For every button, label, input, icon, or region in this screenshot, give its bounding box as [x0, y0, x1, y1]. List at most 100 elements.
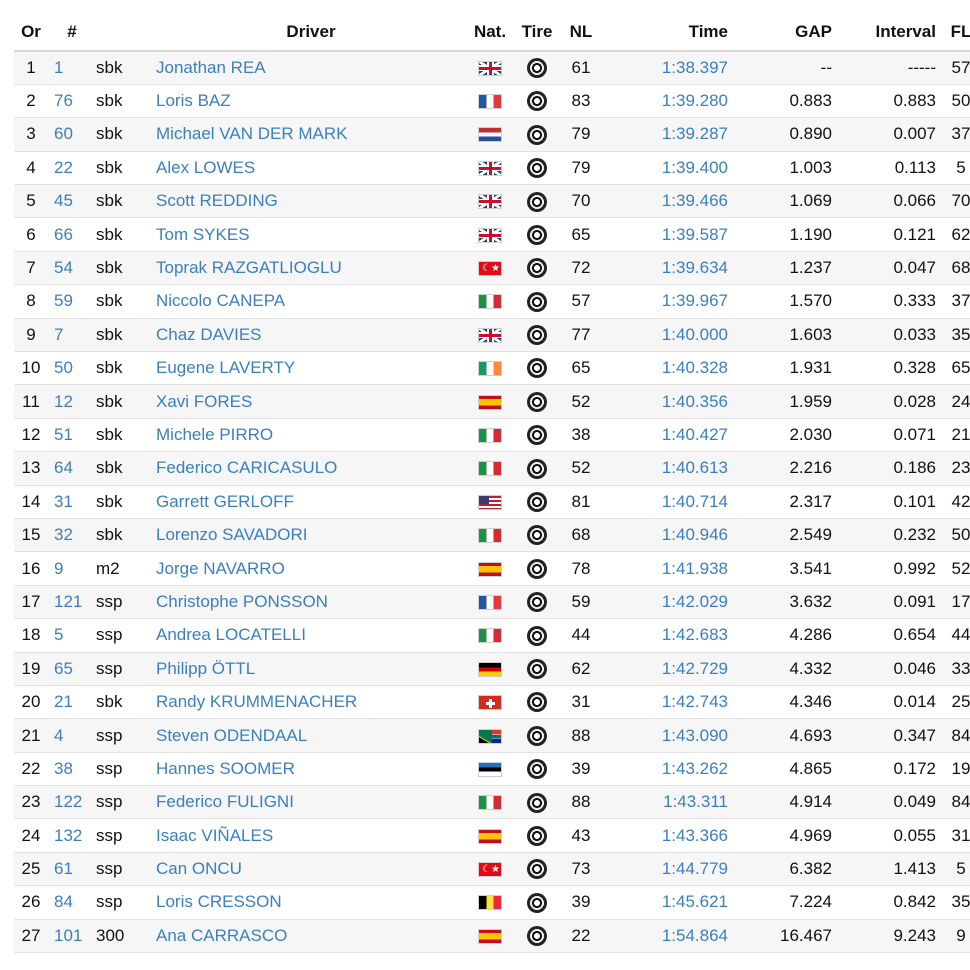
col-header-fastest-lap[interactable]: FL	[944, 14, 970, 52]
col-header-tire[interactable]: Tire	[514, 14, 560, 52]
lap-time-link[interactable]: 1:43.090	[661, 725, 728, 745]
lap-time-link[interactable]: 1:54.864	[661, 925, 728, 945]
rider-number-link[interactable]: 50	[54, 358, 73, 378]
rider-number-link[interactable]: 5	[54, 625, 64, 645]
lap-time-link[interactable]: 1:43.311	[663, 792, 728, 812]
lap-time-link[interactable]: 1:43.366	[661, 825, 728, 845]
lap-time-link[interactable]: 1:42.029	[661, 591, 728, 611]
lap-time-link[interactable]: 1:40.356	[661, 391, 728, 411]
rider-number-link[interactable]: 54	[54, 258, 73, 278]
col-header-or[interactable]: Or	[14, 14, 48, 52]
lap-time-link[interactable]: 1:41.938	[661, 558, 728, 578]
lap-time-link[interactable]: 1:40.328	[661, 358, 728, 378]
driver-name-link[interactable]: Loris CRESSON	[156, 892, 282, 912]
lap-time-link[interactable]: 1:40.427	[661, 424, 728, 444]
tire-icon	[527, 191, 547, 212]
driver-name-link[interactable]: Can ONCU	[156, 859, 242, 879]
rider-number-link[interactable]: 121	[54, 591, 83, 611]
rider-number-link[interactable]: 1	[54, 57, 64, 77]
rider-number-link[interactable]: 66	[54, 224, 73, 244]
class-cell: ssp	[96, 591, 123, 611]
rider-number-link[interactable]: 84	[54, 892, 73, 912]
rider-number-link[interactable]: 60	[54, 124, 73, 144]
driver-name-link[interactable]: Philipp ÖTTL	[156, 658, 256, 678]
driver-name-link[interactable]: Alex LOWES	[156, 157, 256, 177]
col-header-driver[interactable]: Driver	[156, 14, 466, 52]
driver-name-link[interactable]: Christophe PONSSON	[156, 591, 328, 611]
rider-number-link[interactable]: 64	[54, 458, 73, 478]
driver-name-link[interactable]: Chaz DAVIES	[156, 324, 262, 344]
lap-time-link[interactable]: 1:44.779	[661, 859, 728, 879]
driver-name-link[interactable]: Loris BAZ	[156, 91, 231, 111]
driver-name-link[interactable]: Hannes SOOMER	[156, 758, 295, 778]
rider-number-link[interactable]: 31	[54, 491, 73, 511]
lap-time-link[interactable]: 1:42.743	[661, 692, 728, 712]
lap-time-link[interactable]: 1:43.262	[661, 758, 728, 778]
driver-name-link[interactable]: Federico CARICASULO	[156, 458, 338, 478]
driver-name-link[interactable]: Toprak RAZGATLIOGLU	[156, 258, 342, 278]
rider-number-link[interactable]: 22	[54, 157, 73, 177]
rider-number-link[interactable]: 7	[54, 324, 64, 344]
col-header-number[interactable]: #	[48, 14, 96, 52]
driver-name-link[interactable]: Niccolo CANEPA	[156, 291, 286, 311]
rider-number-link[interactable]: 132	[54, 825, 83, 845]
driver-name-link[interactable]: Jonathan REA	[156, 57, 266, 77]
position-cell: 21	[21, 725, 41, 745]
lap-time-link[interactable]: 1:39.587	[661, 224, 728, 244]
rider-number-link[interactable]: 38	[54, 758, 73, 778]
lap-time-link[interactable]: 1:42.729	[661, 658, 728, 678]
fastest-lap-cell: 33	[951, 658, 970, 678]
rider-number-link[interactable]: 65	[54, 658, 73, 678]
driver-name-link[interactable]: Ana CARRASCO	[156, 925, 288, 945]
lap-time-link[interactable]: 1:40.946	[661, 525, 728, 545]
driver-name-link[interactable]: Eugene LAVERTY	[156, 358, 296, 378]
lap-time-link[interactable]: 1:39.287	[661, 124, 728, 144]
driver-name-link[interactable]: Isaac VIÑALES	[156, 825, 274, 845]
rider-number-link[interactable]: 51	[54, 424, 73, 444]
lap-time-link[interactable]: 1:39.400	[661, 157, 728, 177]
driver-name-link[interactable]: Andrea LOCATELLI	[156, 625, 306, 645]
driver-name-link[interactable]: Michael VAN DER MARK	[156, 124, 348, 144]
rider-number-link[interactable]: 4	[54, 725, 64, 745]
rider-number-link[interactable]: 9	[54, 558, 64, 578]
rider-number-link[interactable]: 59	[54, 291, 73, 311]
lap-time-link[interactable]: 1:42.683	[661, 625, 728, 645]
driver-name-link[interactable]: Michele PIRRO	[156, 424, 274, 444]
driver-name-link[interactable]: Tom SYKES	[156, 224, 250, 244]
class-cell: sbk	[96, 191, 123, 211]
lap-time-link[interactable]: 1:38.397	[661, 57, 728, 77]
rider-number-link[interactable]: 32	[54, 525, 73, 545]
interval-cell: 9.243	[893, 925, 936, 945]
lap-time-link[interactable]: 1:39.280	[661, 91, 728, 111]
lap-time-link[interactable]: 1:45.621	[661, 892, 728, 912]
lap-time-link[interactable]: 1:40.613	[661, 458, 728, 478]
col-header-laps[interactable]: NL	[560, 14, 602, 52]
rider-number-link[interactable]: 61	[54, 859, 73, 879]
driver-name-link[interactable]: Xavi FORES	[156, 391, 253, 411]
driver-name-link[interactable]: Federico FULIGNI	[156, 792, 294, 812]
rider-number-link[interactable]: 76	[54, 91, 73, 111]
col-header-interval[interactable]: Interval	[840, 14, 944, 52]
rider-number-link[interactable]: 45	[54, 191, 73, 211]
rider-number-link[interactable]: 21	[54, 692, 73, 712]
lap-time-link[interactable]: 1:39.466	[661, 191, 728, 211]
driver-name-link[interactable]: Garrett GERLOFF	[156, 491, 294, 511]
rider-number-link[interactable]: 12	[54, 391, 73, 411]
driver-name-link[interactable]: Randy KRUMMENACHER	[156, 692, 358, 712]
col-header-time[interactable]: Time	[602, 14, 736, 52]
driver-name-link[interactable]: Lorenzo SAVADORI	[156, 525, 308, 545]
driver-name-link[interactable]: Jorge NAVARRO	[156, 558, 285, 578]
driver-name-link[interactable]: Scott REDDING	[156, 191, 278, 211]
col-header-nationality[interactable]: Nat.	[466, 14, 514, 52]
rider-number-link[interactable]: 122	[54, 792, 83, 812]
interval-cell: 0.113	[894, 157, 936, 177]
driver-name-link[interactable]: Steven ODENDAAL	[156, 725, 308, 745]
col-header-gap[interactable]: GAP	[736, 14, 840, 52]
lap-time-link[interactable]: 1:39.634	[661, 258, 728, 278]
nationality-cell	[466, 84, 514, 117]
rider-number-link[interactable]: 101	[54, 925, 83, 945]
lap-time-link[interactable]: 1:40.000	[661, 324, 728, 344]
lap-time-link[interactable]: 1:40.714	[661, 491, 728, 511]
tire-cell	[514, 552, 560, 585]
lap-time-link[interactable]: 1:39.967	[661, 291, 728, 311]
